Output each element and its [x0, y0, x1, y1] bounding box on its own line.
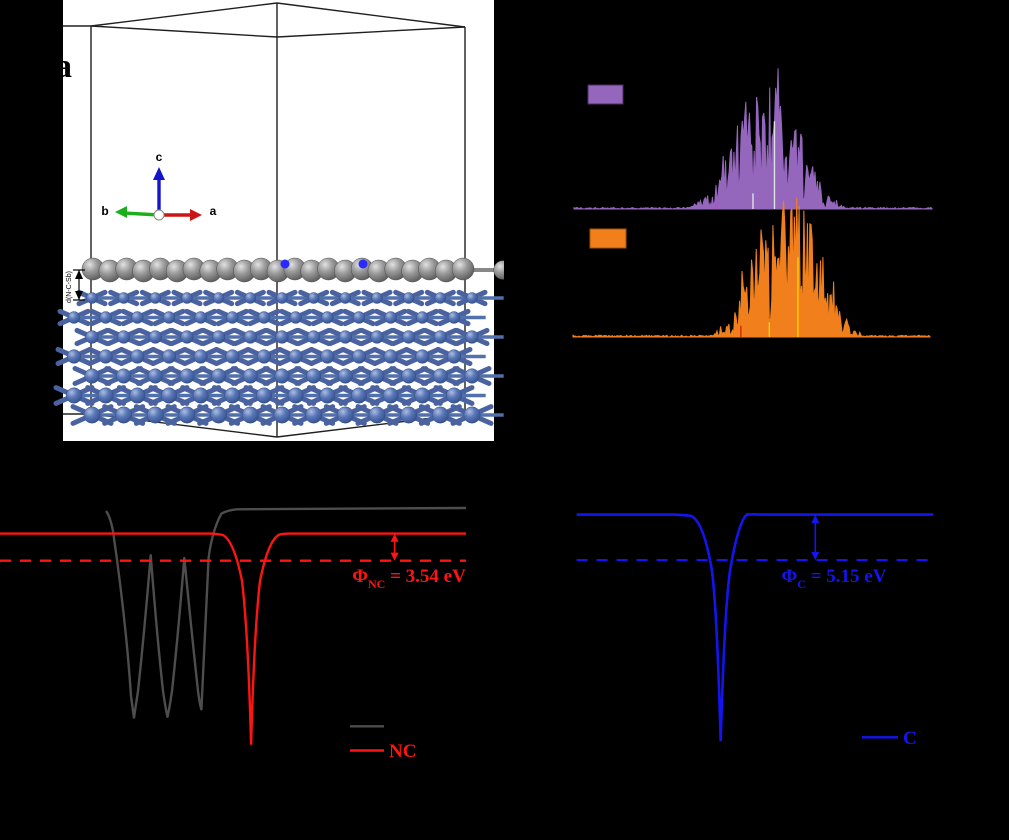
svg-text:b: b [101, 204, 108, 218]
svg-text:c: c [156, 150, 163, 164]
svg-text:d(N-C-Sb): d(N-C-Sb) [66, 271, 73, 303]
svg-text:NC: NC [389, 741, 416, 762]
svg-text:C: C [903, 728, 917, 749]
svg-text:a: a [210, 204, 217, 218]
svg-text:ΦC = 5.15 eV: ΦC = 5.15 eV [782, 566, 887, 591]
svg-text:ΦNC = 3.54 eV: ΦNC = 3.54 eV [352, 566, 466, 591]
